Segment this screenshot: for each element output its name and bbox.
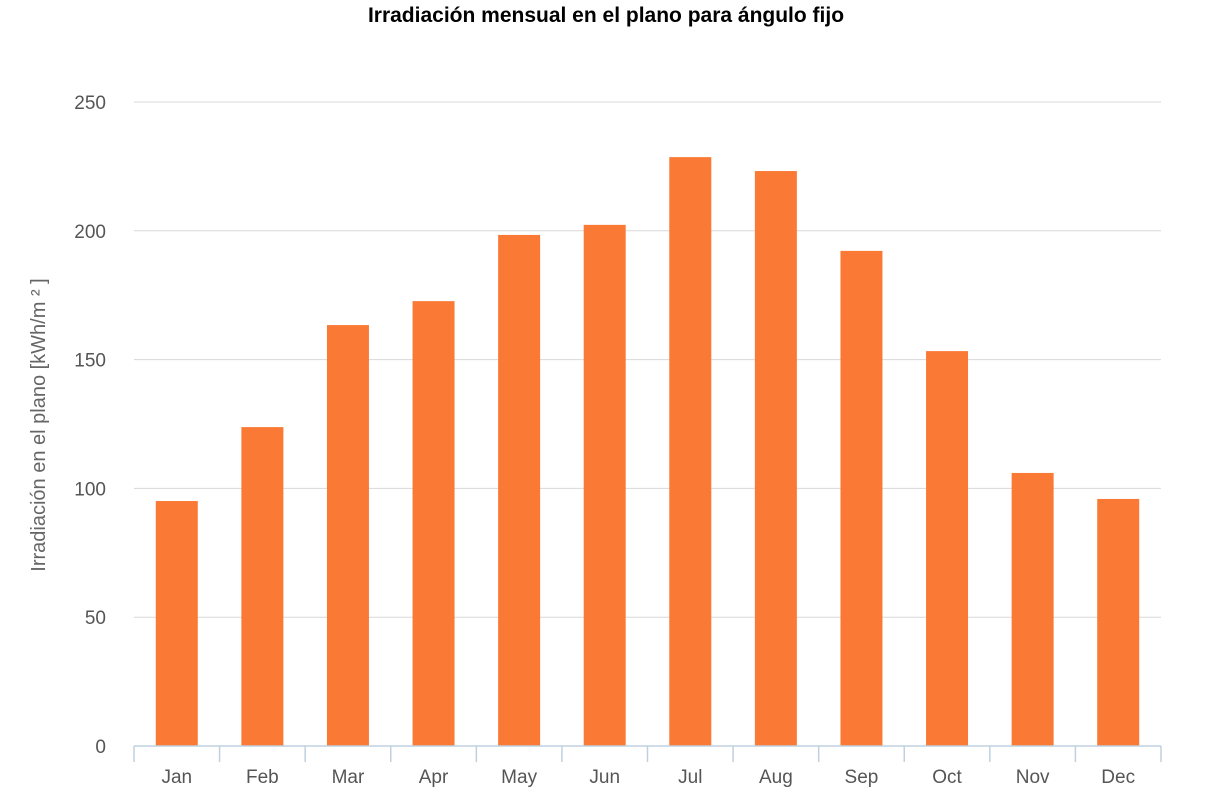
y-tick-label: 50 <box>85 608 106 629</box>
y-tick-label: 100 <box>74 479 106 500</box>
x-tick-label: Jan <box>161 767 192 788</box>
bar-jun <box>583 224 626 747</box>
bar-dec <box>1097 498 1140 746</box>
x-tick-label: Apr <box>419 767 449 788</box>
y-tick-label: 250 <box>74 93 106 114</box>
x-tick-label: Aug <box>759 767 793 788</box>
bar-oct <box>926 351 969 746</box>
bar-aug <box>754 171 797 746</box>
y-axis-label: Irradiación en el plano [kWh/m ² ] <box>28 278 50 571</box>
x-tick-label: May <box>501 767 537 788</box>
x-tick-label: Jun <box>589 767 620 788</box>
bar-may <box>498 234 541 746</box>
bar-nov <box>1011 472 1054 746</box>
x-tick-label: Mar <box>332 767 365 788</box>
x-tick-label: Nov <box>1016 767 1050 788</box>
bar-mar <box>326 325 369 746</box>
x-tick-label: Dec <box>1101 767 1135 788</box>
x-tick-label: Sep <box>845 767 879 788</box>
y-tick-label: 0 <box>95 737 106 758</box>
x-tick-label: Jul <box>678 767 702 788</box>
y-tick-label: 150 <box>74 351 106 372</box>
bar-sep <box>840 250 883 746</box>
x-tick-label: Oct <box>932 767 962 788</box>
bar-jan <box>155 501 198 746</box>
bar-feb <box>241 427 284 746</box>
x-tick-label: Feb <box>246 767 279 788</box>
bar-jul <box>669 157 712 746</box>
y-tick-label: 200 <box>74 222 106 243</box>
bar-apr <box>412 301 455 746</box>
chart-title: Irradiación mensual en el plano para áng… <box>367 4 845 27</box>
